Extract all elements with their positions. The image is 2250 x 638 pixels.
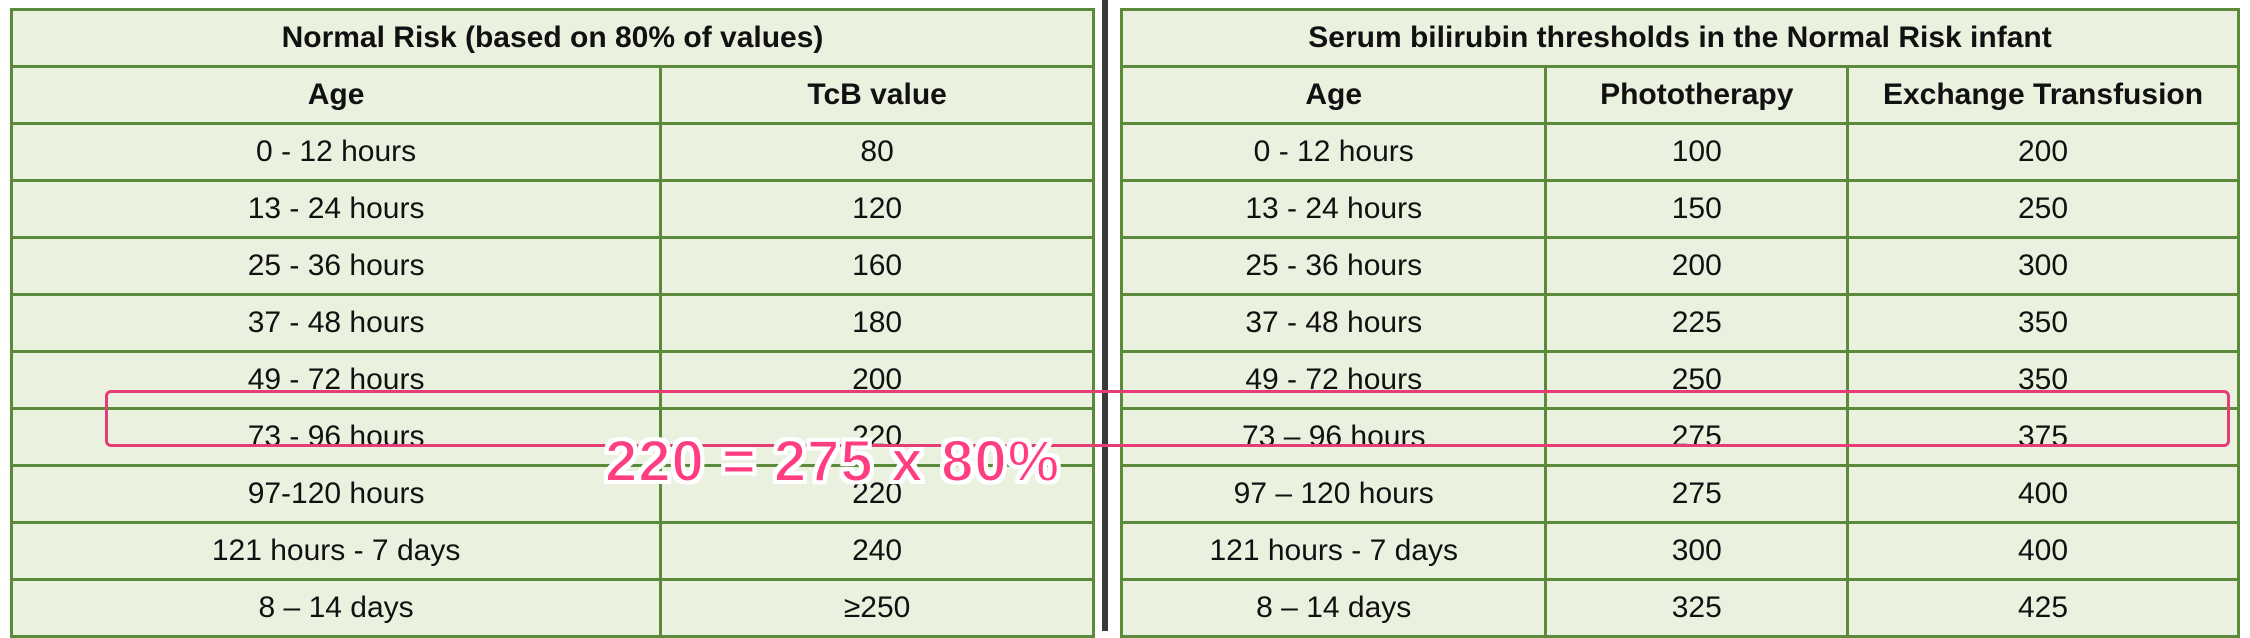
table-row: 73 – 96 hours275375 [1122,409,2239,466]
cell-age: 121 hours - 7 days [1122,523,1546,580]
cell-age: 0 - 12 hours [1122,124,1546,181]
right-header-row: Age Phototherapy Exchange Transfusion [1122,67,2239,124]
cell-photo: 250 [1546,352,1848,409]
right-title-row: Serum bilirubin thresholds in the Normal… [1122,10,2239,67]
table-row: 37 - 48 hours180 [12,295,1094,352]
cell-photo: 150 [1546,181,1848,238]
table-row: 8 – 14 days325425 [1122,580,2239,637]
cell-age: 121 hours - 7 days [12,523,661,580]
cell-exch: 375 [1848,409,2239,466]
table-row: 0 - 12 hours100200 [1122,124,2239,181]
cell-age: 13 - 24 hours [1122,181,1546,238]
cell-photo: 325 [1546,580,1848,637]
table-row: 25 - 36 hours200300 [1122,238,2239,295]
cell-tcb: 180 [661,295,1094,352]
cell-photo: 300 [1546,523,1848,580]
cell-photo: 225 [1546,295,1848,352]
cell-exch: 350 [1848,352,2239,409]
left-col-tcb: TcB value [661,67,1094,124]
cell-tcb: 220 [661,409,1094,466]
table-row: 97-120 hours220 [12,466,1094,523]
table-row: 0 - 12 hours80 [12,124,1094,181]
cell-tcb: ≥250 [661,580,1094,637]
table-row: 13 - 24 hours150250 [1122,181,2239,238]
cell-exch: 200 [1848,124,2239,181]
page-root: Normal Risk (based on 80% of values) Age… [0,0,2250,631]
cell-tcb: 120 [661,181,1094,238]
left-body: 0 - 12 hours80 13 - 24 hours120 25 - 36 … [12,124,1094,637]
left-title-row: Normal Risk (based on 80% of values) [12,10,1094,67]
cell-age: 73 – 96 hours [1122,409,1546,466]
cell-exch: 400 [1848,523,2239,580]
left-title: Normal Risk (based on 80% of values) [12,10,1094,67]
table-row: 37 - 48 hours225350 [1122,295,2239,352]
table-row: 49 - 72 hours200 [12,352,1094,409]
center-gutter [1102,0,1108,631]
right-col-age: Age [1122,67,1546,124]
cell-age: 97 – 120 hours [1122,466,1546,523]
table-row: 73 - 96 hours220 [12,409,1094,466]
cell-age: 25 - 36 hours [12,238,661,295]
cell-age: 13 - 24 hours [12,181,661,238]
cell-age: 49 - 72 hours [12,352,661,409]
cell-age: 8 – 14 days [12,580,661,637]
cell-age: 37 - 48 hours [1122,295,1546,352]
cell-photo: 275 [1546,466,1848,523]
cell-tcb: 240 [661,523,1094,580]
cell-exch: 350 [1848,295,2239,352]
cell-age: 49 - 72 hours [1122,352,1546,409]
cell-exch: 300 [1848,238,2239,295]
cell-age: 25 - 36 hours [1122,238,1546,295]
cell-photo: 100 [1546,124,1848,181]
serum-bilirubin-table: Serum bilirubin thresholds in the Normal… [1120,8,2240,638]
cell-exch: 400 [1848,466,2239,523]
table-row: 121 hours - 7 days240 [12,523,1094,580]
right-title: Serum bilirubin thresholds in the Normal… [1122,10,2239,67]
cell-age: 97-120 hours [12,466,661,523]
cell-photo: 275 [1546,409,1848,466]
cell-tcb: 80 [661,124,1094,181]
table-row: 8 – 14 days≥250 [12,580,1094,637]
cell-tcb: 160 [661,238,1094,295]
left-col-age: Age [12,67,661,124]
left-header-row: Age TcB value [12,67,1094,124]
cell-photo: 200 [1546,238,1848,295]
cell-exch: 250 [1848,181,2239,238]
table-row: 13 - 24 hours120 [12,181,1094,238]
cell-exch: 425 [1848,580,2239,637]
right-col-photo: Phototherapy [1546,67,1848,124]
normal-risk-table: Normal Risk (based on 80% of values) Age… [10,8,1095,638]
cell-tcb: 200 [661,352,1094,409]
right-col-exch: Exchange Transfusion [1848,67,2239,124]
cell-age: 0 - 12 hours [12,124,661,181]
table-row: 121 hours - 7 days300400 [1122,523,2239,580]
table-row: 97 – 120 hours275400 [1122,466,2239,523]
table-row: 49 - 72 hours250350 [1122,352,2239,409]
cell-age: 73 - 96 hours [12,409,661,466]
table-row: 25 - 36 hours160 [12,238,1094,295]
right-body: 0 - 12 hours100200 13 - 24 hours150250 2… [1122,124,2239,637]
cell-age: 37 - 48 hours [12,295,661,352]
cell-age: 8 – 14 days [1122,580,1546,637]
cell-tcb: 220 [661,466,1094,523]
